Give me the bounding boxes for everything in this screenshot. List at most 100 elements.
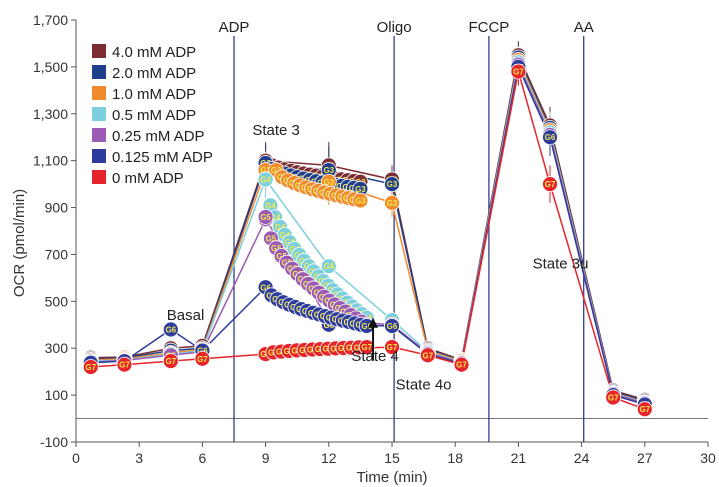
well-label: G7 [197,355,208,364]
well-label: G6 [387,322,398,331]
data-point [384,318,400,334]
state-annotation: Basal [167,307,205,324]
well-label: G7 [513,68,524,77]
injection-lines: ADP Oligo FCCP AA [219,19,594,442]
well-label: G6 [545,133,556,142]
well-label: G4 [270,213,281,222]
well-label: G6 [361,322,372,331]
legend-swatch [92,44,106,58]
data-point [453,356,470,373]
well-label: G7 [608,393,619,402]
well-label: G3 [387,180,398,189]
y-tick-label: 300 [45,340,69,356]
legend-swatch [92,107,106,121]
legend-swatch [92,86,106,100]
well-label: G5 [260,213,271,222]
well-label: G3 [271,166,282,175]
state-annotation: State 4 [351,348,399,365]
well-label: G7 [422,351,433,360]
annotations: Basal State 3 State 4 State 4o State 3u [167,122,589,393]
y-tick-label: -100 [40,434,68,450]
well-label: G7 [165,357,176,366]
y-tick-label: 1,100 [33,153,68,169]
x-tick-label: 24 [574,450,590,466]
x-tick-label: 0 [72,450,80,466]
legend-label: 1.0 mM ADP [112,86,196,103]
well-label: G3 [323,166,334,175]
x-tick-label: 6 [199,450,207,466]
well-label: G6 [165,325,176,334]
well-label: G7 [639,405,650,414]
x-tick-label: 18 [447,450,463,466]
well-label: G4 [265,201,276,210]
y-tick-label: 900 [45,200,69,216]
well-label: G3 [387,199,398,208]
y-tick-label: 1,700 [33,12,68,28]
x-tick-label: 9 [262,450,270,466]
y-tick-label: 1,500 [33,59,68,75]
injection-label: FCCP [468,19,509,36]
well-label: G5 [266,234,277,243]
y-tick-label: 700 [45,246,69,262]
data-point [116,356,133,373]
well-label: G5 [271,244,282,253]
well-label: G3 [355,197,366,206]
data-point [384,176,400,193]
well-label: G4 [280,231,291,240]
data-point [636,401,653,418]
data-point [384,339,400,355]
legend-swatch [92,170,106,184]
well-label: G4 [260,175,271,184]
data-point [82,359,99,375]
well-label: G7 [545,180,556,189]
x-tick-label: 27 [637,450,653,466]
data-point [257,209,274,225]
legend-swatch [92,128,106,142]
y-axis-label: OCR (pmol/min) [11,189,28,297]
axes: -1001003005007009001,1001,3001,5001,7000… [33,12,716,466]
x-axis-label: Time (min) [356,469,427,486]
well-label: G7 [456,361,467,370]
data-point [542,176,558,193]
x-tick-label: 3 [135,450,143,466]
legend-swatch [92,65,106,79]
state4-arrowhead [368,317,379,328]
data-point [162,353,179,370]
well-label: G3 [323,178,334,187]
well-label: G7 [387,343,398,352]
well-label: G4 [275,223,286,232]
well-label: G3 [355,185,366,194]
data-point [605,389,622,406]
injection-label: Oligo [377,19,412,36]
well-label: G7 [85,363,96,372]
legend-label: 0.5 mM ADP [112,107,196,124]
injection-label: AA [574,19,594,36]
series-points: G3G3G3G3G3G3G3G3G3G3G3G3G3G3G3G3G3G3G3G3… [82,47,653,418]
well-label: G7 [119,361,130,370]
data-point [194,350,211,367]
y-tick-label: 100 [45,387,69,403]
legend: 4.0 mM ADP 2.0 mM ADP 1.0 mM ADP 0.5 mM ADP… [92,44,213,187]
data-point [510,63,527,80]
well-label: G3 [260,166,271,175]
state-annotation: State 3u [533,256,589,273]
y-tick-label: 500 [45,293,69,309]
legend-label: 0 mM ADP [112,170,184,187]
x-tick-label: 30 [700,450,716,466]
x-tick-label: 21 [511,450,527,466]
data-point [384,194,400,211]
data-point [352,192,369,209]
data-point [257,171,274,188]
well-label: G4 [323,262,334,271]
well-label: G5 [276,252,287,261]
legend-label: 2.0 mM ADP [112,65,196,82]
data-point [419,347,436,364]
legend-label: 4.0 mM ADP [112,44,196,61]
state-annotation: State 4o [396,376,452,393]
data-point [162,321,179,338]
state-annotation: State 3 [252,122,300,139]
legend-label: 0.25 mM ADP [112,128,205,145]
well-label: G7 [361,343,372,352]
data-point [542,129,558,146]
